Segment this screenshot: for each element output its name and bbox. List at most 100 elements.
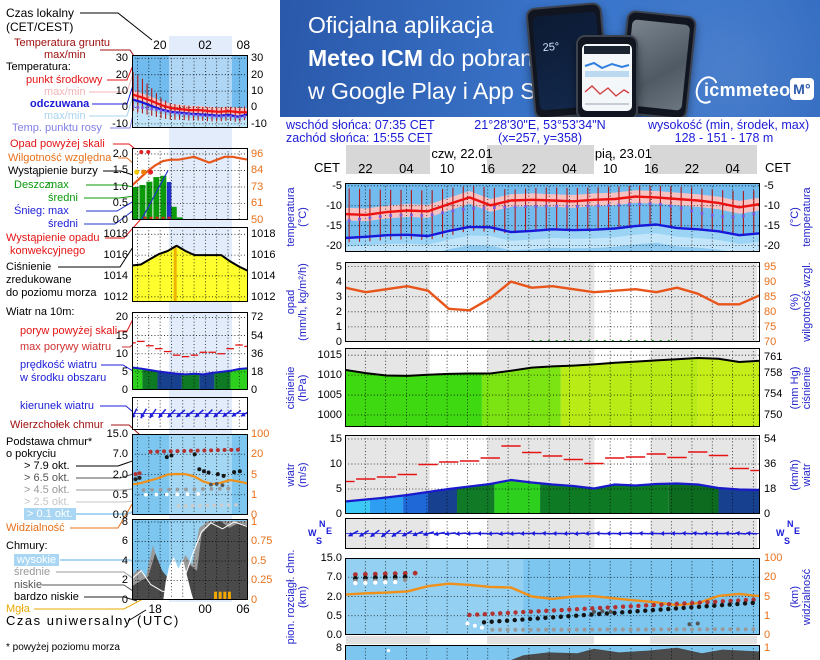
legend-label: Mgła [6, 603, 30, 615]
tick-label: 1.5 [112, 164, 128, 177]
phone-mockup-front [576, 35, 638, 117]
tick-label: 0.5 [251, 554, 267, 567]
tick-label: 0 [335, 508, 342, 520]
legend-label: o pokryciu [6, 448, 57, 460]
tick-label: 0 [335, 336, 342, 348]
legend-label: wysokie [14, 554, 60, 566]
legend-label: niskie [14, 579, 43, 591]
tick-label: 15 [115, 329, 128, 342]
legend-panel: Czas lokalny (CET/CEST) Temperatura grun… [0, 0, 280, 660]
chart-panel-press [345, 348, 760, 427]
mini-time-tick-local: 20 [153, 38, 167, 52]
tick-label: 0 [121, 101, 128, 114]
tick-label: 20 [251, 68, 264, 81]
legend-label: do poziomu morza [6, 287, 97, 299]
tick-label: 1.0 [112, 180, 128, 193]
legend-label: bardzo niskie [14, 591, 79, 603]
banner-line-1: Oficjalna aplikacja [308, 12, 494, 38]
tick-label: 80 [764, 305, 777, 318]
chart-panel-mopad [132, 148, 248, 220]
tick-label: -10 [326, 199, 342, 212]
tick-label: 1016 [103, 249, 128, 262]
tick-label: -20 [326, 239, 342, 252]
axis-title-temperature-right: (°C) temperatura [789, 187, 813, 247]
tick-label: 20 [764, 571, 777, 584]
tick-label: 30 [115, 52, 128, 65]
tick-label: -5 [764, 179, 774, 192]
chart-panel-temp [345, 183, 760, 252]
legend-label: konwekcyjnego [10, 245, 86, 257]
legend-label: Temperatura gruntu [14, 37, 110, 49]
legend-label: Temp. punktu rosy [12, 122, 102, 134]
legend-label: max porywy wiatru [20, 341, 112, 353]
mini-time-tick-utc: 00 [198, 602, 212, 616]
date-label: pią, 23.01 [594, 146, 652, 161]
legend-label: max/min [44, 86, 86, 98]
tick-label: 18 [251, 365, 264, 378]
axis-title-temperature-left: temperatura (°C) [285, 187, 309, 247]
legend-label: Wierzchołek chmur [10, 419, 104, 431]
tick-label: 30 [251, 52, 264, 65]
tick-label: 6 [121, 535, 128, 548]
tick-label: -10 [764, 199, 780, 212]
tick-label: 96 [251, 147, 264, 160]
tick-label: 75 [764, 320, 777, 333]
tick-label: 1014 [103, 269, 128, 282]
tick-label: -5 [332, 179, 342, 192]
tick-label: 0.0 [112, 509, 128, 521]
legend-label: Ciśnienie [6, 261, 52, 273]
tick-label: 2 [121, 574, 128, 587]
legend-label: > 4.5 okt. [24, 484, 70, 496]
tick-label: 5 [335, 260, 342, 273]
tick-label: 5 [251, 468, 258, 481]
tick-label: 10 [251, 85, 264, 98]
tick-label: 0.25 [251, 574, 273, 587]
legend-label: średni [48, 192, 78, 204]
tick-label: 2 [335, 305, 342, 318]
tick-label: 758 [764, 366, 783, 379]
phone-chart-decoration [584, 46, 630, 105]
altitude-value: 128 - 151 - 178 m [674, 131, 774, 145]
tick-label: 18 [764, 483, 777, 495]
tick-label: 1015 [317, 349, 342, 362]
bottom-axis-strip [345, 636, 760, 644]
tick-label: -10 [251, 117, 267, 130]
tick-label: 7.0 [112, 448, 128, 461]
date-label: czw, 22.01 [431, 146, 493, 161]
tick-label: 2.0 [112, 468, 128, 481]
tick-label: 7.0 [326, 571, 342, 584]
tick-label: 15 [329, 433, 342, 445]
tick-label: 0.0 [112, 214, 128, 226]
legend-label: Widzialność [6, 522, 65, 534]
time-tick-label: 10 [602, 161, 618, 176]
legend-label: punkt środkowy [26, 74, 103, 86]
tick-label: 90 [764, 275, 777, 288]
time-tick-label: 22 [358, 161, 373, 176]
legend-label: średni [48, 218, 78, 230]
tick-label: 4 [335, 275, 342, 288]
tick-label: 8 [121, 515, 128, 528]
legend-footnote: * powyżej poziomu morza [6, 642, 120, 653]
tick-label: 2.0 [326, 590, 342, 603]
chart-panel-mcover [132, 519, 248, 600]
legend-label: max [48, 205, 69, 217]
time-tick-label: 22 [521, 161, 537, 176]
grid-point-info: (x=257, y=358) [497, 131, 583, 145]
tick-label: 0 [251, 509, 258, 521]
chart-panel-opad [345, 262, 760, 342]
sunrise-info: wschód słońca: 07:35 CET [286, 118, 435, 132]
tick-label: 10 [115, 85, 128, 98]
tick-label: 8 [335, 641, 342, 654]
tick-label: -20 [764, 239, 780, 252]
cet-label-left: CET [314, 160, 340, 175]
tick-label: 1 [251, 515, 258, 528]
tick-label: 1 [764, 609, 771, 622]
tick-label: 1005 [317, 389, 342, 402]
legend-label: > 7.9 okt. [24, 460, 70, 472]
legend-label: odczuwana [30, 98, 90, 110]
tick-label: 750 [764, 409, 783, 422]
mini-time-tick-local: 08 [236, 38, 251, 52]
app-promo-banner[interactable]: Oficjalna aplikacja Meteo ICM do pobrani… [280, 0, 820, 117]
tick-label: 70 [764, 336, 777, 348]
